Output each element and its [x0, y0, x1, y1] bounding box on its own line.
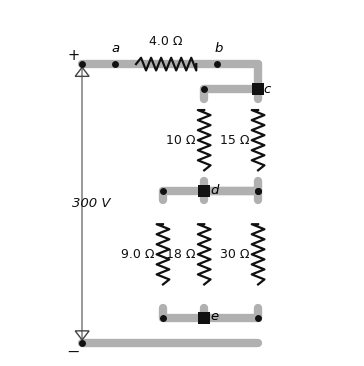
Text: c: c	[264, 83, 271, 96]
Text: −: −	[67, 345, 80, 360]
Text: 300 V: 300 V	[72, 197, 110, 210]
Text: 18 Ω: 18 Ω	[166, 248, 195, 261]
Text: +: +	[67, 48, 79, 63]
Text: a: a	[111, 42, 119, 55]
Text: d: d	[210, 184, 219, 197]
Text: b: b	[214, 42, 223, 55]
Text: 10 Ω: 10 Ω	[166, 134, 195, 147]
Text: 15 Ω: 15 Ω	[220, 134, 249, 147]
Text: 4.0 Ω: 4.0 Ω	[149, 35, 183, 48]
Text: 30 Ω: 30 Ω	[220, 248, 249, 261]
Text: 9.0 Ω: 9.0 Ω	[120, 248, 154, 261]
Text: e: e	[210, 310, 219, 324]
